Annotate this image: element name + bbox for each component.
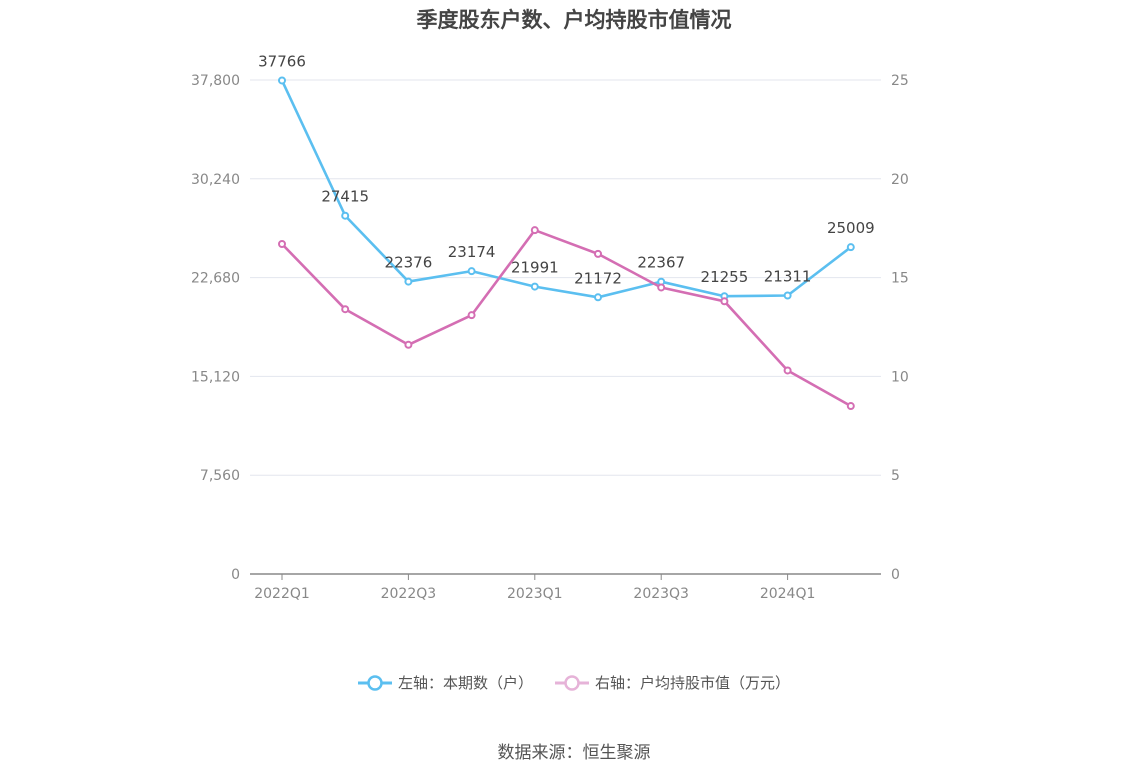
legend-marker-left-icon	[357, 674, 392, 691]
data-label: 37766	[258, 52, 306, 70]
y-right-tick-label: 10	[891, 369, 909, 385]
data-point-right	[783, 366, 792, 375]
x-tick-label: 2023Q3	[633, 586, 689, 602]
data-label: 21991	[511, 259, 559, 277]
data-point-left	[467, 267, 476, 276]
chart-legend: 左轴：本期数（户） 右轴：户均持股市值（万元）	[0, 672, 1148, 693]
data-label: 21255	[701, 268, 749, 286]
data-point-right	[657, 283, 666, 292]
data-point-right	[594, 249, 602, 258]
x-tick-label: 2022Q3	[381, 586, 437, 602]
x-tick-label: 2023Q1	[507, 586, 563, 602]
data-point-left	[278, 76, 286, 85]
data-point-right	[720, 297, 729, 306]
data-label: 25009	[827, 219, 875, 237]
data-point-right	[846, 402, 855, 411]
y-left-tick-label: 15,120	[191, 369, 240, 385]
data-label: 23174	[448, 243, 496, 261]
legend-label-right-series: 右轴：户均持股市值（万元）	[595, 674, 791, 692]
legend-item-left-series[interactable]: 左轴：本期数（户）	[357, 672, 533, 693]
data-point-right	[467, 311, 476, 320]
data-label: 27415	[321, 188, 369, 206]
y-left-tick-label: 22,680	[191, 271, 240, 287]
y-left-tick-label: 7,560	[200, 468, 240, 484]
data-label: 21311	[764, 267, 812, 285]
y-right-tick-label: 5	[891, 468, 900, 484]
y-right-tick-label: 15	[891, 271, 909, 287]
x-tick-label: 2022Q1	[254, 586, 310, 602]
data-point-left	[846, 243, 855, 252]
y-left-tick-label: 0	[231, 567, 240, 583]
data-point-left	[530, 282, 539, 291]
y-right-tick-label: 25	[891, 73, 909, 89]
data-point-left	[783, 291, 792, 300]
data-label: 21172	[574, 269, 622, 287]
series-line-right	[281, 228, 852, 408]
data-point-left	[594, 293, 602, 302]
series-line-left	[280, 79, 852, 299]
data-label: 22376	[385, 254, 433, 272]
data-point-left	[404, 277, 413, 286]
data-point-right	[530, 226, 539, 235]
legend-label-left-series: 左轴：本期数（户）	[397, 674, 533, 692]
data-label: 22367	[637, 254, 685, 272]
y-right-tick-label: 20	[891, 172, 909, 188]
y-left-tick-label: 30,240	[191, 172, 240, 188]
legend-marker-right-icon	[555, 674, 589, 691]
chart-title: 季度股东户数、户均持股市值情况	[416, 8, 732, 32]
x-tick-label: 2024Q1	[760, 586, 816, 602]
y-right-tick-label: 0	[891, 567, 900, 583]
data-point-left	[341, 211, 350, 220]
data-point-right	[341, 305, 350, 314]
y-left-tick-label: 37,800	[191, 73, 240, 89]
data-source: 数据来源：恒生聚源	[497, 743, 651, 763]
legend-item-right-series[interactable]: 右轴：户均持股市值（万元）	[555, 672, 790, 693]
data-point-right	[404, 340, 413, 349]
data-point-right	[278, 240, 286, 249]
